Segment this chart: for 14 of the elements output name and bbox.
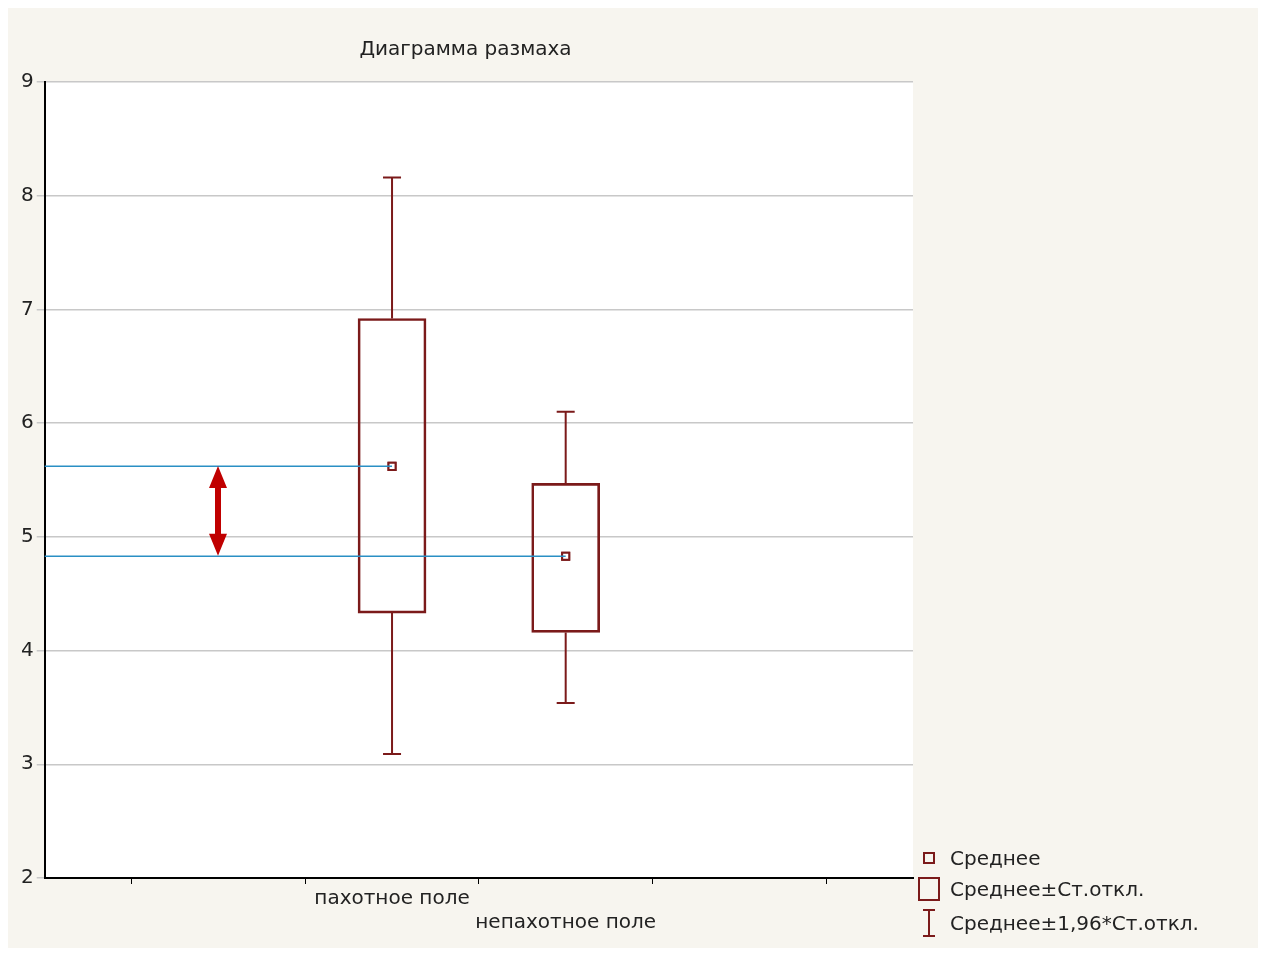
legend-label: Среднее±Ст.откл. <box>950 877 1145 901</box>
y-tick-label: 9 <box>20 68 34 93</box>
legend-label: Среднее±1,96*Ст.откл. <box>950 911 1199 935</box>
y-tick-label: 5 <box>20 523 34 548</box>
x-tick-label: непахотное поле <box>475 909 657 934</box>
x-tick-label: пахотное поле <box>314 885 470 910</box>
y-tick-label: 2 <box>20 864 34 889</box>
y-tick-label: 8 <box>20 181 34 206</box>
y-tick-label: 6 <box>20 409 34 434</box>
y-tick-label: 7 <box>20 295 34 320</box>
y-tick-label: 3 <box>20 750 34 775</box>
chart-title: Диаграмма размаха <box>359 36 572 61</box>
y-tick-label: 4 <box>20 636 34 661</box>
legend-label: Среднее <box>950 846 1041 870</box>
